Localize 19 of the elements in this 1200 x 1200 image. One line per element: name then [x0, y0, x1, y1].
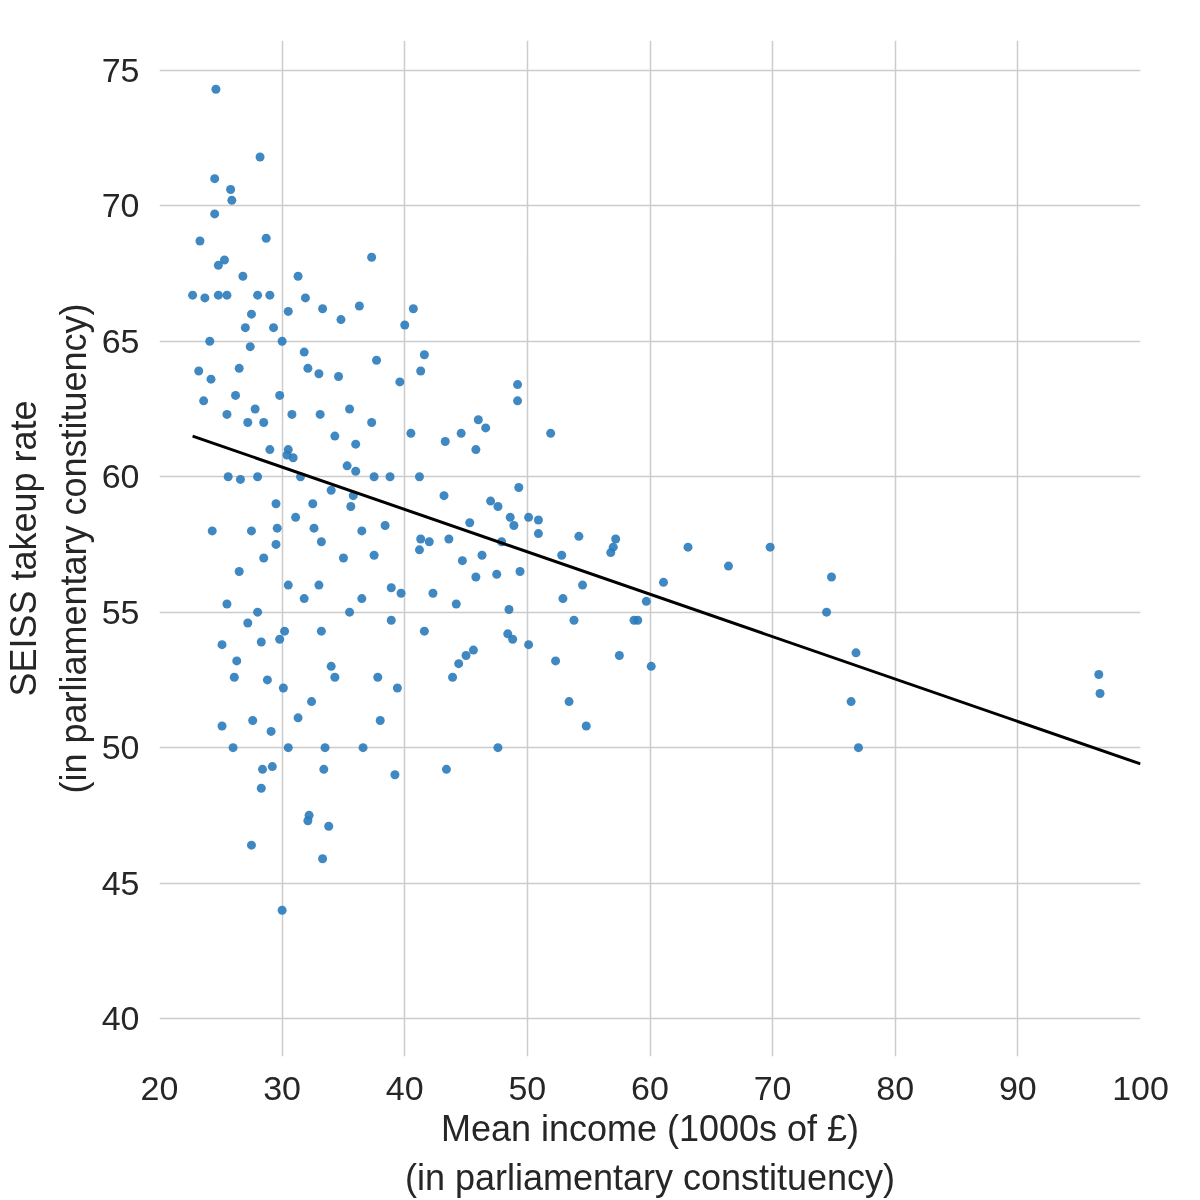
- x-tick-label: 60: [631, 1068, 669, 1107]
- y-tick-label: 75: [101, 50, 140, 89]
- y-tick-label: 40: [101, 999, 140, 1038]
- y-tick-label: 70: [101, 186, 140, 225]
- y-tick-label: 50: [101, 728, 140, 767]
- x-tick-label: 30: [263, 1068, 302, 1107]
- x-tick-label: 90: [998, 1068, 1037, 1107]
- y-axis-title: SEISS takeup rate (in parliamentary constituency): [3, 303, 94, 794]
- x-tick-label: 100: [1112, 1068, 1169, 1107]
- x-tick-label: 80: [876, 1068, 915, 1107]
- x-tick-label: 40: [385, 1068, 424, 1107]
- x-tick-label: 20: [140, 1068, 179, 1107]
- y-tick-label: 45: [101, 863, 140, 902]
- x-tick-label: 50: [508, 1068, 547, 1107]
- y-tick-label: 55: [101, 592, 140, 631]
- x-axis-title: Mean income (1000s of £) (in parliamentary constituency): [404, 1107, 896, 1198]
- x-tick-label: 70: [753, 1068, 792, 1107]
- y-tick-label: 60: [101, 457, 140, 496]
- y-tick-label: 65: [101, 321, 140, 360]
